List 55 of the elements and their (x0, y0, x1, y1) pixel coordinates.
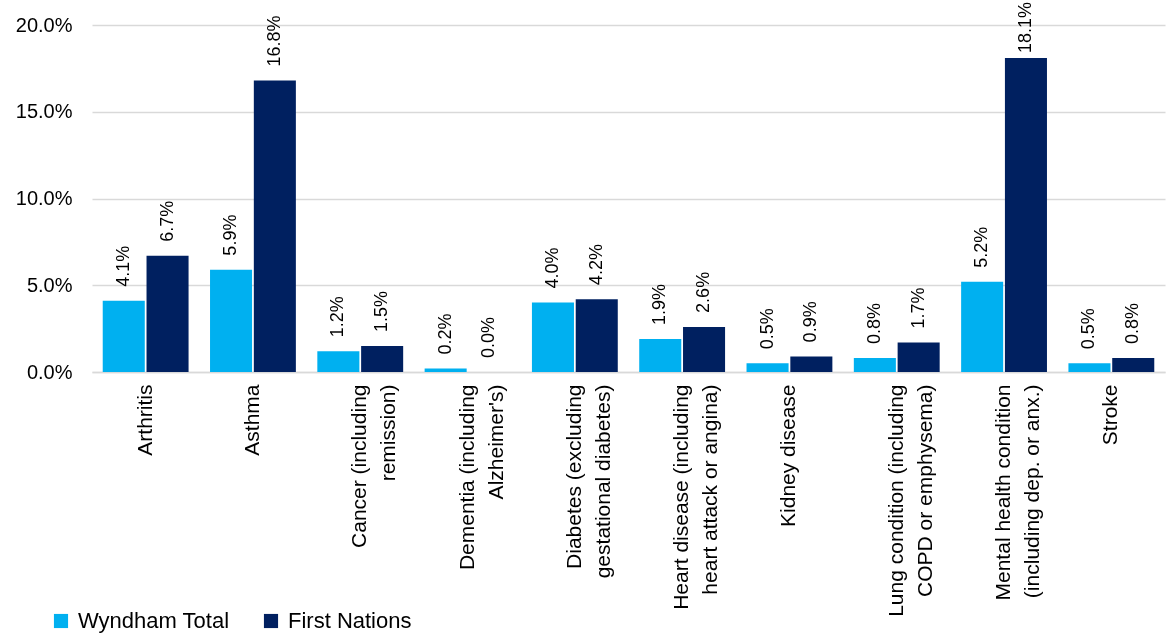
bar (961, 281, 1004, 372)
bar (1068, 363, 1111, 372)
bar (897, 342, 940, 372)
bar (1112, 358, 1155, 372)
x-tick-label: Dementia (including Alzheimer's) (454, 384, 507, 571)
data-label: 0.5% (756, 308, 777, 350)
data-label: 1.5% (371, 290, 392, 332)
legend-label: Wyndham Total (78, 608, 230, 633)
data-label: 0.5% (1078, 308, 1099, 350)
x-tick-label: Asthma (239, 384, 263, 456)
bar (210, 269, 253, 372)
data-label: 4.2% (585, 244, 606, 286)
y-tick-label: 10.0% (15, 187, 73, 209)
bar (639, 339, 682, 372)
y-tick-label: 5.0% (26, 273, 73, 296)
y-tick-label: 20.0% (15, 13, 73, 36)
bar (531, 302, 574, 372)
data-label: 18.1% (1014, 1, 1035, 54)
bar (253, 80, 296, 372)
y-tick-label: 15.0% (15, 100, 73, 123)
data-label: 5.9% (220, 214, 241, 256)
data-label: 0.9% (800, 301, 821, 343)
data-label: 0.2% (434, 313, 455, 355)
bar (361, 345, 404, 372)
bar (575, 299, 618, 372)
bar (1004, 57, 1047, 372)
bar (317, 351, 360, 372)
x-tick-label: Stroke (1098, 384, 1122, 446)
bar (146, 255, 189, 372)
bar (746, 363, 789, 372)
bar (683, 326, 726, 372)
x-tick-label: Heart disease (including heart attack or angina) (669, 384, 722, 610)
data-label: 1.2% (327, 296, 348, 338)
x-tick-label: Diabetes (excluding gestational diabetes) (561, 384, 614, 579)
y-tick-label: 0.0% (26, 360, 73, 383)
x-tick-label: Cancer (including remission) (347, 384, 400, 548)
x-tick-label: Lung condition (including COPD or emphysema) (883, 384, 936, 617)
data-label: 4.1% (112, 245, 133, 287)
data-label: 0.8% (1122, 303, 1143, 345)
data-label: 1.7% (907, 287, 928, 329)
data-label: 16.8% (263, 15, 284, 67)
data-label: 0.0% (478, 316, 499, 358)
bar (853, 358, 896, 372)
data-label: 2.6% (693, 271, 714, 313)
data-label: 1.9% (649, 284, 670, 326)
data-label: 5.2% (971, 226, 992, 268)
data-label: 4.0% (541, 247, 562, 289)
bar (102, 300, 145, 372)
x-tick-label: Mental health condition (including dep. or anx.) (991, 384, 1044, 601)
x-tick-label: Arthritis (132, 384, 156, 456)
data-label: 0.8% (863, 303, 884, 345)
x-tick-label: Kidney disease (776, 384, 800, 527)
legend-label: First Nations (288, 608, 412, 633)
bar (790, 356, 833, 372)
data-label: 6.7% (156, 200, 177, 242)
